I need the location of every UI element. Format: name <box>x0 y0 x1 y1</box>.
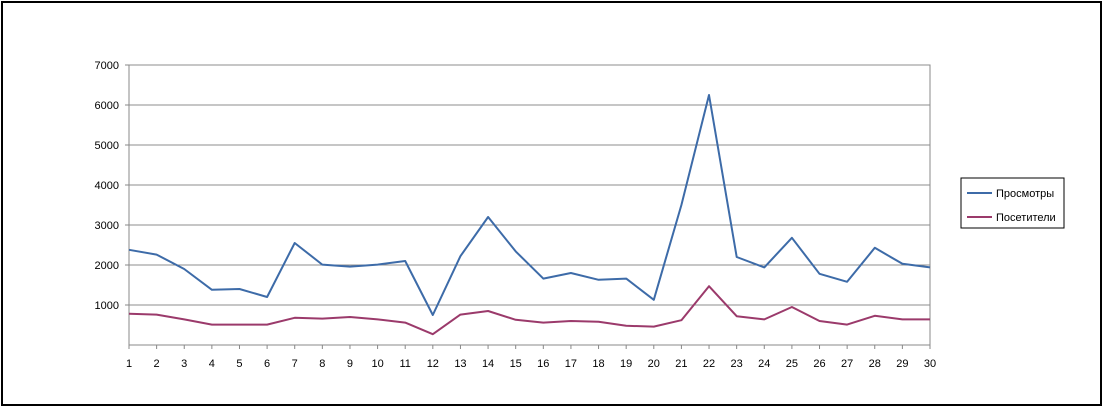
y-tick-label: 6000 <box>95 100 119 112</box>
x-tick-label: 30 <box>924 358 936 370</box>
x-tick-label: 15 <box>510 358 522 370</box>
x-tick-label: 10 <box>371 358 383 370</box>
series-line-2 <box>128 285 930 336</box>
legend: Просмотры Посетители <box>960 177 1065 229</box>
x-tick-label: 2 <box>154 358 160 370</box>
y-tick-label: 3000 <box>95 220 119 232</box>
legend-label: Посетители <box>996 212 1056 224</box>
x-tick-label: 29 <box>896 358 908 370</box>
y-axis-ticks: 1000 2000 3000 4000 5000 6000 7000 <box>95 60 129 312</box>
x-tick-label: 5 <box>236 358 242 370</box>
x-tick-label: 27 <box>841 358 853 370</box>
y-tick-label: 4000 <box>95 180 119 192</box>
x-tick-label: 19 <box>620 358 632 370</box>
y-tick-label: 1000 <box>95 300 119 312</box>
y-tick-label: 7000 <box>95 60 119 72</box>
x-tick-label: 11 <box>399 358 410 370</box>
x-tick-label: 13 <box>454 358 466 370</box>
x-tick-label: 21 <box>675 358 687 370</box>
x-tick-label: 1 <box>126 358 132 370</box>
x-tick-label: 12 <box>427 358 439 370</box>
x-tick-label: 26 <box>813 358 825 370</box>
x-tick-label: 9 <box>347 358 353 370</box>
y-tick-label: 2000 <box>95 260 119 272</box>
series-lines <box>128 94 931 336</box>
x-tick-label: 25 <box>786 358 798 370</box>
legend-box <box>960 177 1065 229</box>
legend-label: Просмотры <box>996 188 1054 200</box>
x-tick-label: 14 <box>482 358 494 370</box>
x-tick-label: 7 <box>292 358 298 370</box>
x-tick-label: 20 <box>648 358 660 370</box>
plot-area <box>128 64 931 346</box>
y-tick-label: 5000 <box>95 140 119 152</box>
x-tick-label: 16 <box>537 358 549 370</box>
x-tick-label: 4 <box>209 358 215 370</box>
x-tick-label: 17 <box>565 358 577 370</box>
x-tick-label: 22 <box>703 358 715 370</box>
x-tick-label: 8 <box>319 358 325 370</box>
x-tick-label: 18 <box>592 358 604 370</box>
x-tick-label: 3 <box>181 358 187 370</box>
x-tick-label: 23 <box>731 358 743 370</box>
series-line-1 <box>128 94 931 316</box>
gridlines <box>129 64 930 306</box>
x-tick-label: 24 <box>758 358 770 370</box>
x-tick-label: 28 <box>869 358 881 370</box>
x-axis-ticks: 1 2 3 4 5 6 7 8 9 10 11 12 13 14 15 16 17 18 19 20 21 22 23 24 2… <box>126 345 936 370</box>
x-tick-label: 6 <box>264 358 270 370</box>
